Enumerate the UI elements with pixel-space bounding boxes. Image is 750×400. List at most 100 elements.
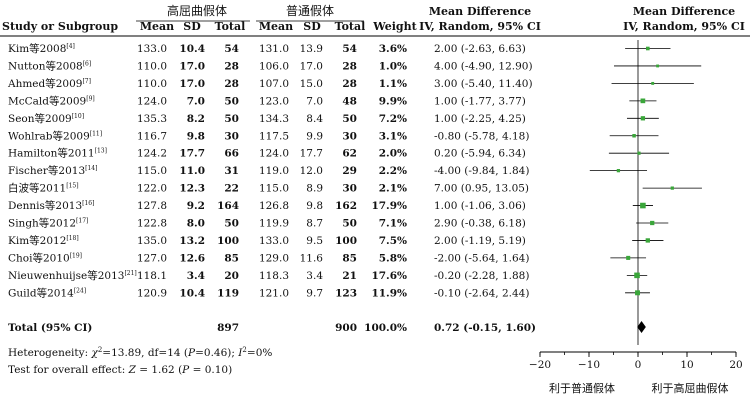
cell-sd2: 15.0 — [300, 78, 323, 90]
cell-sd1: 13.2 — [179, 235, 205, 247]
oe-z-val: = 1.62 ( — [136, 364, 182, 376]
cell-m1: 127.8 — [137, 200, 167, 212]
cell-ci: 3.00 (-5.40, 11.40) — [434, 78, 533, 90]
cell-n2: 85 — [342, 252, 357, 264]
table-row: Singh等2012[17] 122.8 8.0 50 119.9 8.7 50 7.1% 2.… — [8, 217, 526, 230]
effect-marker — [650, 220, 655, 226]
het-chi-sup: 2 — [98, 346, 102, 354]
cell-sd2: 17.7 — [300, 148, 323, 160]
table-row: Hamilton等2011[13] 124.2 17.7 66 124.0 17.7 62 2… — [8, 147, 526, 160]
plot-header-method: IV, Random, 95% CI — [623, 20, 745, 33]
table-row: Wohlrab等2009[11] 116.7 9.8 30 117.5 9.9 30 3.1%… — [8, 129, 529, 142]
cell-ci: 1.00 (-2.25, 4.25) — [434, 113, 526, 125]
study-name: Singh等2012[17] — [8, 217, 88, 230]
study-name: Ahmed等2009[7] — [7, 77, 91, 90]
cell-n2: 29 — [342, 165, 357, 177]
cell-weight: 7.5% — [379, 235, 407, 247]
study-name-text: 白波等2011 — [8, 182, 66, 195]
cell-sd2: 7.0 — [306, 95, 323, 107]
cell-n2: 162 — [335, 200, 357, 212]
cell-n1: 85 — [224, 252, 239, 264]
cell-n1: 100 — [217, 235, 239, 247]
cell-m2: 129.0 — [259, 252, 289, 264]
table-row: Nutton等2008[6] 110.0 17.0 28 106.0 17.0 28 1.0%… — [8, 59, 533, 72]
cell-m2: 106.0 — [259, 60, 289, 72]
effect-marker — [640, 202, 646, 209]
cell-m1: 124.2 — [137, 148, 167, 160]
col-sd1: SD — [183, 20, 201, 33]
cell-sd1: 9.8 — [187, 130, 205, 142]
cell-n2: 50 — [342, 113, 357, 125]
x-tick-label: 10 — [680, 359, 693, 371]
cell-sd1: 17.7 — [179, 148, 205, 160]
cell-sd1: 10.4 — [179, 43, 205, 55]
oe-p: P — [181, 364, 190, 376]
table-row: Guild等2014[24] 120.9 10.4 119 121.0 9.7 123 11.… — [8, 286, 529, 299]
effect-marker — [637, 151, 641, 155]
table-row: Choi等2010[19] 127.0 12.6 85 129.0 11.6 85 5.8% -… — [8, 251, 529, 264]
cell-weight: 3.1% — [379, 130, 407, 142]
col-total2: Total — [335, 20, 366, 33]
study-ref: [6] — [83, 60, 92, 67]
col-mean2: Mean — [259, 20, 293, 33]
cell-ci: 1.00 (-1.06, 3.06) — [434, 200, 526, 212]
cell-sd1: 9.2 — [187, 200, 205, 212]
cell-m1: 135.0 — [137, 235, 167, 247]
cell-n2: 54 — [342, 43, 357, 55]
cell-ci: -0.10 (-2.64, 2.44) — [434, 287, 529, 299]
total-weight: 100.0% — [364, 322, 407, 334]
oe-z: Z — [128, 364, 137, 376]
cell-n2: 30 — [342, 183, 357, 195]
oe-lead: Test for overall effect: — [8, 364, 129, 376]
study-name: Hamilton等2011[13] — [8, 147, 107, 160]
table-row: Fischer等2013[14] 115.0 11.0 31 119.0 12.0 29 2.… — [8, 164, 529, 177]
cell-m1: 127.0 — [137, 252, 167, 264]
study-name-text: Kim等2008 — [8, 42, 66, 55]
cell-m1: 120.9 — [137, 287, 167, 299]
het-i-val: =0% — [247, 347, 272, 359]
study-name-text: Choi等2010 — [8, 251, 70, 264]
total-n2: 900 — [335, 322, 357, 334]
x-tick-label: −20 — [529, 359, 551, 371]
cell-weight: 1.1% — [379, 78, 407, 90]
effect-marker — [645, 238, 650, 243]
cell-weight: 11.9% — [371, 287, 407, 299]
study-name: McCald等2009[9] — [8, 94, 95, 107]
cell-m2: 119.0 — [259, 165, 289, 177]
het-p-val: =0.46); — [195, 347, 238, 359]
cell-n1: 50 — [224, 95, 239, 107]
study-ref: [15] — [66, 183, 78, 190]
cell-m1: 135.3 — [137, 113, 167, 125]
cell-ci: 1.00 (-1.77, 3.77) — [434, 95, 526, 107]
cell-n2: 30 — [342, 130, 357, 142]
cell-m1: 115.0 — [137, 165, 167, 177]
cell-m1: 110.0 — [137, 60, 167, 72]
cell-n1: 22 — [224, 183, 239, 195]
oe-p-val: = 0.10) — [189, 364, 232, 376]
col-study: Study or Subgroup — [2, 20, 118, 33]
total-label: Total (95% CI) — [8, 322, 92, 334]
cell-n1: 31 — [224, 165, 239, 177]
cell-ci: -2.00 (-5.64, 1.64) — [434, 252, 529, 264]
study-name-text: Fischer等2013 — [8, 164, 85, 177]
cell-n2: 123 — [335, 287, 357, 299]
x-tick-label: −10 — [578, 359, 600, 371]
group2-header: 普通假体 — [286, 4, 334, 18]
cell-ci: 2.00 (-2.63, 6.63) — [434, 43, 526, 55]
table-row: Seon等2009[10] 135.3 8.2 50 134.3 8.4 50 7.2% 1.0… — [8, 112, 526, 125]
study-name: Nutton等2008[6] — [8, 59, 91, 72]
cell-n1: 54 — [224, 43, 239, 55]
cell-ci: 7.00 (0.95, 13.05) — [434, 183, 529, 195]
col-weight: Weight — [372, 20, 417, 33]
cell-n2: 50 — [342, 218, 357, 230]
cell-n2: 48 — [342, 95, 357, 107]
axis-label-left: 利于普通假体 — [549, 381, 615, 395]
cell-m2: 134.3 — [259, 113, 289, 125]
group1-header: 高屈曲假体 — [167, 3, 227, 18]
cell-ci: 2.00 (-1.19, 5.19) — [434, 235, 526, 247]
cell-sd1: 17.0 — [179, 78, 205, 90]
effect-marker — [651, 81, 655, 85]
cell-sd2: 11.6 — [300, 252, 324, 264]
cell-weight: 1.0% — [379, 60, 407, 72]
study-name: Guild等2014[24] — [8, 286, 86, 299]
